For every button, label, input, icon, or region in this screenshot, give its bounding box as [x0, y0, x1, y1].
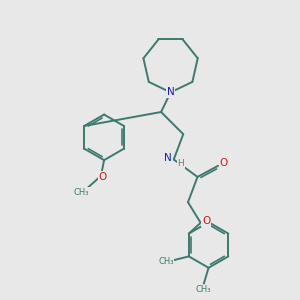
Text: O: O — [98, 172, 106, 182]
Text: CH₃: CH₃ — [195, 285, 211, 294]
Text: N: N — [164, 153, 172, 163]
Text: O: O — [202, 216, 211, 226]
Text: CH₃: CH₃ — [158, 256, 174, 266]
Text: N: N — [167, 87, 175, 98]
Text: O: O — [220, 158, 228, 168]
Text: CH₃: CH₃ — [74, 188, 89, 197]
Text: H: H — [177, 159, 184, 168]
